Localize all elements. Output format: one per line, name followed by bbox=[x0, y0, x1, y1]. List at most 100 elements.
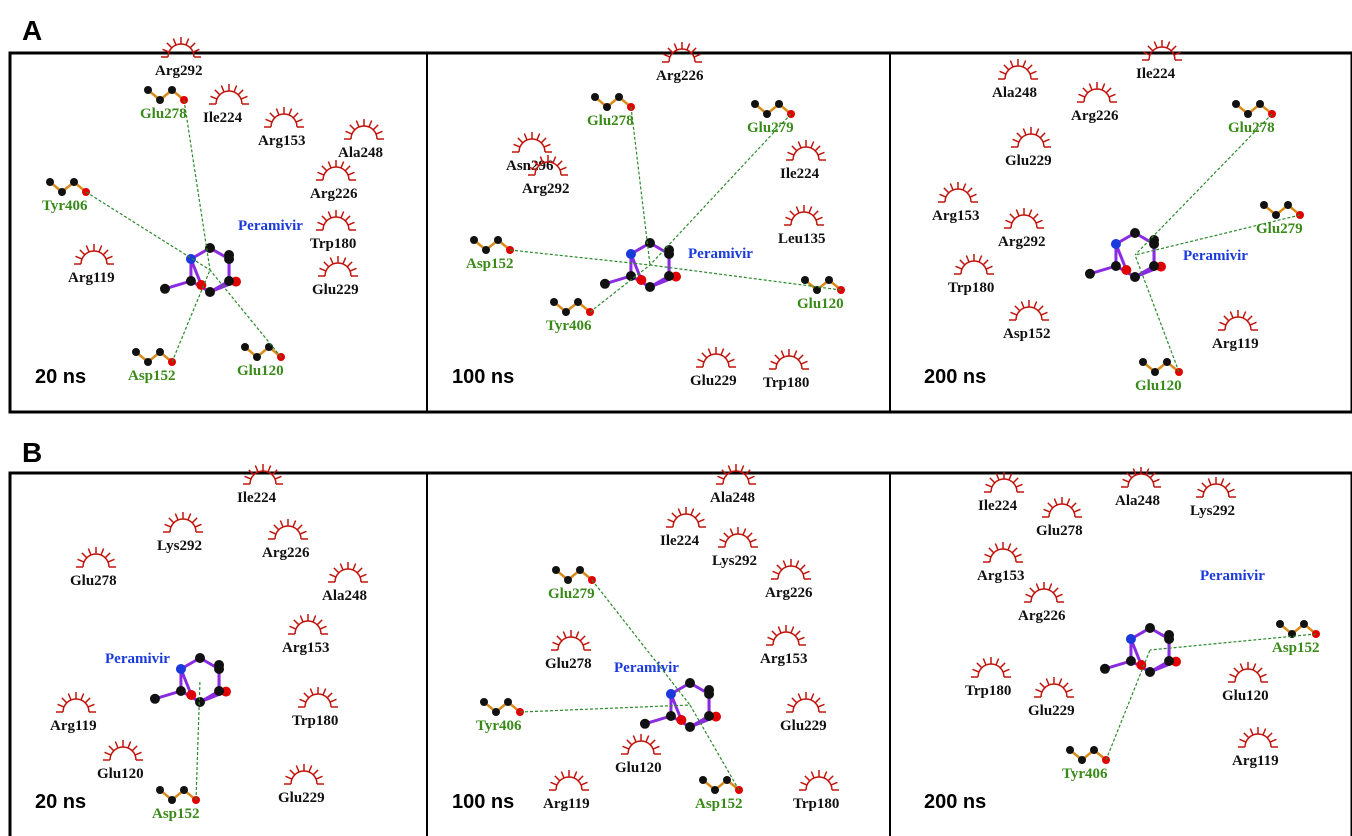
ligand-atom bbox=[1149, 261, 1159, 271]
hydrophobic-residue: Trp180 bbox=[310, 236, 356, 252]
hydrophobic-spoke bbox=[346, 131, 352, 134]
hydrophobic-spoke bbox=[293, 113, 298, 118]
hydrophobic-spoke bbox=[1015, 554, 1021, 557]
hbond bbox=[590, 265, 650, 312]
hydrophobic-spoke bbox=[324, 262, 329, 267]
hydrophobic-residue: Arg153 bbox=[258, 133, 306, 149]
ligand-atom bbox=[600, 279, 610, 289]
hydrophobic-arc bbox=[110, 747, 136, 760]
hydrophobic-spoke bbox=[360, 574, 366, 577]
hydrophobic-spoke bbox=[1079, 94, 1085, 97]
hydrophobic-spoke bbox=[357, 568, 362, 573]
hydrophobic-residue: Glu120 bbox=[615, 760, 662, 776]
hydrophobic-spoke bbox=[318, 222, 324, 225]
ligand-atom bbox=[176, 664, 186, 674]
ligand-atom bbox=[704, 689, 714, 699]
hydrophobic-spoke bbox=[576, 632, 579, 638]
hydrophobic-spoke bbox=[775, 355, 780, 360]
residue-atom bbox=[156, 348, 164, 356]
ligand-label: Peramivir bbox=[238, 218, 303, 234]
hydrophobic-residue: Arg119 bbox=[50, 718, 97, 734]
ligand-atom bbox=[666, 711, 676, 721]
hydrophobic-residue: Ile224 bbox=[660, 533, 700, 549]
ligand-atom bbox=[1164, 634, 1174, 644]
ligand-atom bbox=[645, 282, 655, 292]
hydrophobic-spoke bbox=[1040, 683, 1045, 688]
hydrophobic-spoke bbox=[1010, 214, 1015, 219]
hydrophobic-residue: Trp180 bbox=[948, 280, 994, 296]
residue-atom bbox=[156, 786, 164, 794]
hydrophobic-spoke bbox=[1228, 489, 1234, 492]
hydrophobic-residue: Trp180 bbox=[763, 375, 809, 391]
hbond bbox=[650, 114, 791, 265]
hydrophobic-arc bbox=[275, 526, 301, 539]
hydrophobic-spoke bbox=[583, 642, 589, 645]
ligand-atom bbox=[640, 719, 650, 729]
hydrophobic-spoke bbox=[300, 531, 306, 534]
ligand-label: Peramivir bbox=[1200, 568, 1265, 584]
hydrophobic-spoke bbox=[192, 518, 197, 523]
hydrophobic-spoke bbox=[668, 519, 674, 522]
hydrophobic-spoke bbox=[330, 258, 333, 264]
ligand-atom bbox=[214, 686, 224, 696]
hydrophobic-spoke bbox=[555, 776, 560, 781]
hydrophobic-spoke bbox=[348, 222, 354, 225]
hydrophobic-spoke bbox=[318, 172, 324, 175]
residue-bond bbox=[1264, 205, 1300, 215]
ligand-atom bbox=[1121, 265, 1131, 275]
hydrophobic-spoke bbox=[796, 207, 799, 213]
residue-atom bbox=[1300, 620, 1308, 628]
hydrophobic-spoke bbox=[88, 704, 94, 707]
hydrophobic-spoke bbox=[300, 616, 303, 622]
hydrophobic-spoke bbox=[1250, 322, 1256, 325]
hydrophobic-residue: Ile224 bbox=[237, 490, 277, 506]
hydrophobic-spoke bbox=[106, 256, 112, 259]
ligand-atom bbox=[224, 276, 234, 286]
hydrophobic-spoke bbox=[956, 266, 962, 269]
time-label: 200 ns bbox=[924, 366, 986, 388]
hydrophobic-spoke bbox=[173, 39, 176, 45]
hydrophobic-spoke bbox=[1023, 61, 1026, 67]
hydrophobic-residue: Arg226 bbox=[262, 545, 310, 561]
hydrophobic-residue: Lys292 bbox=[1190, 503, 1235, 519]
hydrophobic-spoke bbox=[718, 476, 724, 479]
hydrophobic-spoke bbox=[1224, 316, 1229, 321]
hydrophobic-spoke bbox=[316, 776, 322, 779]
hydrophobic-spoke bbox=[824, 772, 827, 778]
hydrophobic-spoke bbox=[1011, 312, 1017, 315]
hydrophobic-spoke bbox=[293, 521, 296, 527]
hydrophobic-spoke bbox=[794, 351, 797, 357]
hbond bbox=[592, 580, 690, 705]
hydrophobic-spoke bbox=[1220, 322, 1226, 325]
residue-bond bbox=[136, 352, 172, 362]
ligand-atom bbox=[1130, 272, 1140, 282]
hydrophobic-spoke bbox=[1225, 483, 1230, 488]
hydrophobic-spoke bbox=[574, 772, 577, 778]
hydrophobic-spoke bbox=[627, 740, 632, 745]
hydrophobic-spoke bbox=[1270, 739, 1276, 742]
hydrophobic-spoke bbox=[1048, 503, 1053, 508]
hydrophobic-residue: Trp180 bbox=[965, 683, 1011, 699]
hydrophobic-spoke bbox=[221, 86, 224, 92]
hydrophobic-spoke bbox=[1021, 302, 1024, 308]
ligand-atom bbox=[1130, 228, 1140, 238]
hydrophobic-spoke bbox=[1029, 210, 1032, 216]
hydrophobic-spoke bbox=[783, 561, 786, 567]
hydrophobic-spoke bbox=[695, 513, 700, 518]
hydrophobic-spoke bbox=[795, 631, 800, 636]
hbond-residue: Asp152 bbox=[152, 806, 200, 822]
hydrophobic-spoke bbox=[1260, 674, 1266, 677]
residue-atom bbox=[615, 93, 623, 101]
hydrophobic-spoke bbox=[518, 138, 523, 143]
hydrophobic-spoke bbox=[514, 144, 520, 147]
residue-atom bbox=[144, 358, 152, 366]
hydrophobic-spoke bbox=[1257, 668, 1262, 673]
hbond-residue: Asp152 bbox=[1272, 640, 1320, 656]
hydrophobic-spoke bbox=[698, 359, 704, 362]
time-label: 100 ns bbox=[452, 791, 514, 813]
hydrophobic-spoke bbox=[989, 548, 994, 553]
residue-atom bbox=[132, 348, 140, 356]
ligand-atom bbox=[636, 275, 646, 285]
hydrophobic-residue: Glu229 bbox=[690, 373, 737, 389]
hydrophobic-spoke bbox=[1102, 84, 1105, 90]
